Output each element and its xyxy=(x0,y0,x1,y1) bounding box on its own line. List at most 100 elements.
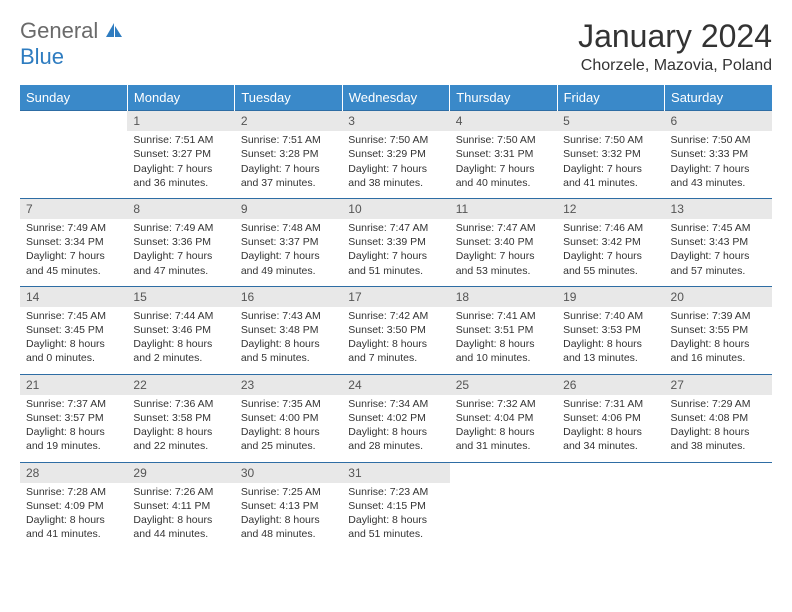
sunset-text: Sunset: 3:48 PM xyxy=(241,323,336,337)
day-number: 12 xyxy=(557,199,664,219)
daylight-text: Daylight: 8 hours and 7 minutes. xyxy=(348,337,443,365)
sunrise-text: Sunrise: 7:44 AM xyxy=(133,309,228,323)
day-number: 4 xyxy=(450,111,557,131)
sunrise-text: Sunrise: 7:28 AM xyxy=(26,485,121,499)
calendar-table: Sunday Monday Tuesday Wednesday Thursday… xyxy=(20,85,772,549)
month-title: January 2024 xyxy=(578,18,772,55)
daylight-text: Daylight: 7 hours and 49 minutes. xyxy=(241,249,336,277)
calendar-cell: 27Sunrise: 7:29 AMSunset: 4:08 PMDayligh… xyxy=(665,374,772,462)
cell-body: Sunrise: 7:50 AMSunset: 3:33 PMDaylight:… xyxy=(665,131,772,198)
sunset-text: Sunset: 4:11 PM xyxy=(133,499,228,513)
cell-body: Sunrise: 7:43 AMSunset: 3:48 PMDaylight:… xyxy=(235,307,342,374)
sunset-text: Sunset: 3:43 PM xyxy=(671,235,766,249)
logo-text: General Blue xyxy=(20,18,123,70)
sunrise-text: Sunrise: 7:49 AM xyxy=(26,221,121,235)
calendar-cell: 13Sunrise: 7:45 AMSunset: 3:43 PMDayligh… xyxy=(665,198,772,286)
calendar-cell: 2Sunrise: 7:51 AMSunset: 3:28 PMDaylight… xyxy=(235,111,342,199)
daylight-text: Daylight: 8 hours and 41 minutes. xyxy=(26,513,121,541)
cell-body: Sunrise: 7:45 AMSunset: 3:43 PMDaylight:… xyxy=(665,219,772,286)
calendar-cell xyxy=(450,462,557,549)
sunset-text: Sunset: 3:37 PM xyxy=(241,235,336,249)
cell-body: Sunrise: 7:42 AMSunset: 3:50 PMDaylight:… xyxy=(342,307,449,374)
day-number: 16 xyxy=(235,287,342,307)
cell-body: Sunrise: 7:47 AMSunset: 3:40 PMDaylight:… xyxy=(450,219,557,286)
day-number: 13 xyxy=(665,199,772,219)
cell-body: Sunrise: 7:49 AMSunset: 3:36 PMDaylight:… xyxy=(127,219,234,286)
daylight-text: Daylight: 8 hours and 51 minutes. xyxy=(348,513,443,541)
sunset-text: Sunset: 3:29 PM xyxy=(348,147,443,161)
cell-body: Sunrise: 7:23 AMSunset: 4:15 PMDaylight:… xyxy=(342,483,449,550)
calendar-row: 28Sunrise: 7:28 AMSunset: 4:09 PMDayligh… xyxy=(20,462,772,549)
sunrise-text: Sunrise: 7:50 AM xyxy=(348,133,443,147)
daylight-text: Daylight: 7 hours and 51 minutes. xyxy=(348,249,443,277)
calendar-cell: 8Sunrise: 7:49 AMSunset: 3:36 PMDaylight… xyxy=(127,198,234,286)
day-number: 20 xyxy=(665,287,772,307)
daylight-text: Daylight: 7 hours and 47 minutes. xyxy=(133,249,228,277)
weekday-header-row: Sunday Monday Tuesday Wednesday Thursday… xyxy=(20,85,772,111)
calendar-row: 1Sunrise: 7:51 AMSunset: 3:27 PMDaylight… xyxy=(20,111,772,199)
cell-body: Sunrise: 7:28 AMSunset: 4:09 PMDaylight:… xyxy=(20,483,127,550)
sunset-text: Sunset: 3:39 PM xyxy=(348,235,443,249)
weekday-header: Wednesday xyxy=(342,85,449,111)
calendar-cell: 6Sunrise: 7:50 AMSunset: 3:33 PMDaylight… xyxy=(665,111,772,199)
sunset-text: Sunset: 3:50 PM xyxy=(348,323,443,337)
sunset-text: Sunset: 3:33 PM xyxy=(671,147,766,161)
sunrise-text: Sunrise: 7:26 AM xyxy=(133,485,228,499)
sunrise-text: Sunrise: 7:41 AM xyxy=(456,309,551,323)
day-number: 22 xyxy=(127,375,234,395)
daylight-text: Daylight: 8 hours and 19 minutes. xyxy=(26,425,121,453)
calendar-cell: 24Sunrise: 7:34 AMSunset: 4:02 PMDayligh… xyxy=(342,374,449,462)
daylight-text: Daylight: 8 hours and 2 minutes. xyxy=(133,337,228,365)
daylight-text: Daylight: 7 hours and 40 minutes. xyxy=(456,162,551,190)
cell-body: Sunrise: 7:50 AMSunset: 3:31 PMDaylight:… xyxy=(450,131,557,198)
cell-body: Sunrise: 7:46 AMSunset: 3:42 PMDaylight:… xyxy=(557,219,664,286)
sunset-text: Sunset: 3:55 PM xyxy=(671,323,766,337)
cell-body: Sunrise: 7:25 AMSunset: 4:13 PMDaylight:… xyxy=(235,483,342,550)
calendar-cell: 29Sunrise: 7:26 AMSunset: 4:11 PMDayligh… xyxy=(127,462,234,549)
sunset-text: Sunset: 4:02 PM xyxy=(348,411,443,425)
sunset-text: Sunset: 4:06 PM xyxy=(563,411,658,425)
sunrise-text: Sunrise: 7:31 AM xyxy=(563,397,658,411)
daylight-text: Daylight: 7 hours and 55 minutes. xyxy=(563,249,658,277)
sunrise-text: Sunrise: 7:25 AM xyxy=(241,485,336,499)
sunrise-text: Sunrise: 7:50 AM xyxy=(456,133,551,147)
daylight-text: Daylight: 8 hours and 16 minutes. xyxy=(671,337,766,365)
calendar-cell: 3Sunrise: 7:50 AMSunset: 3:29 PMDaylight… xyxy=(342,111,449,199)
sunrise-text: Sunrise: 7:34 AM xyxy=(348,397,443,411)
cell-body: Sunrise: 7:37 AMSunset: 3:57 PMDaylight:… xyxy=(20,395,127,462)
daylight-text: Daylight: 7 hours and 53 minutes. xyxy=(456,249,551,277)
cell-body: Sunrise: 7:47 AMSunset: 3:39 PMDaylight:… xyxy=(342,219,449,286)
weekday-header: Saturday xyxy=(665,85,772,111)
daylight-text: Daylight: 8 hours and 28 minutes. xyxy=(348,425,443,453)
sunset-text: Sunset: 3:46 PM xyxy=(133,323,228,337)
sunrise-text: Sunrise: 7:47 AM xyxy=(456,221,551,235)
logo-part1: General xyxy=(20,18,98,43)
sunset-text: Sunset: 3:51 PM xyxy=(456,323,551,337)
calendar-cell: 9Sunrise: 7:48 AMSunset: 3:37 PMDaylight… xyxy=(235,198,342,286)
cell-body: Sunrise: 7:34 AMSunset: 4:02 PMDaylight:… xyxy=(342,395,449,462)
cell-body: Sunrise: 7:32 AMSunset: 4:04 PMDaylight:… xyxy=(450,395,557,462)
sunrise-text: Sunrise: 7:46 AM xyxy=(563,221,658,235)
daylight-text: Daylight: 8 hours and 38 minutes. xyxy=(671,425,766,453)
calendar-cell: 28Sunrise: 7:28 AMSunset: 4:09 PMDayligh… xyxy=(20,462,127,549)
daylight-text: Daylight: 7 hours and 57 minutes. xyxy=(671,249,766,277)
daylight-text: Daylight: 8 hours and 34 minutes. xyxy=(563,425,658,453)
daylight-text: Daylight: 8 hours and 0 minutes. xyxy=(26,337,121,365)
cell-body: Sunrise: 7:44 AMSunset: 3:46 PMDaylight:… xyxy=(127,307,234,374)
day-number: 5 xyxy=(557,111,664,131)
sunrise-text: Sunrise: 7:48 AM xyxy=(241,221,336,235)
day-number: 8 xyxy=(127,199,234,219)
sunrise-text: Sunrise: 7:36 AM xyxy=(133,397,228,411)
sunrise-text: Sunrise: 7:50 AM xyxy=(563,133,658,147)
daylight-text: Daylight: 8 hours and 31 minutes. xyxy=(456,425,551,453)
sunset-text: Sunset: 4:04 PM xyxy=(456,411,551,425)
cell-body: Sunrise: 7:50 AMSunset: 3:29 PMDaylight:… xyxy=(342,131,449,198)
calendar-cell: 4Sunrise: 7:50 AMSunset: 3:31 PMDaylight… xyxy=(450,111,557,199)
sunset-text: Sunset: 3:40 PM xyxy=(456,235,551,249)
cell-body: Sunrise: 7:35 AMSunset: 4:00 PMDaylight:… xyxy=(235,395,342,462)
calendar-cell: 31Sunrise: 7:23 AMSunset: 4:15 PMDayligh… xyxy=(342,462,449,549)
sunrise-text: Sunrise: 7:40 AM xyxy=(563,309,658,323)
sunrise-text: Sunrise: 7:39 AM xyxy=(671,309,766,323)
day-number: 6 xyxy=(665,111,772,131)
cell-body: Sunrise: 7:36 AMSunset: 3:58 PMDaylight:… xyxy=(127,395,234,462)
